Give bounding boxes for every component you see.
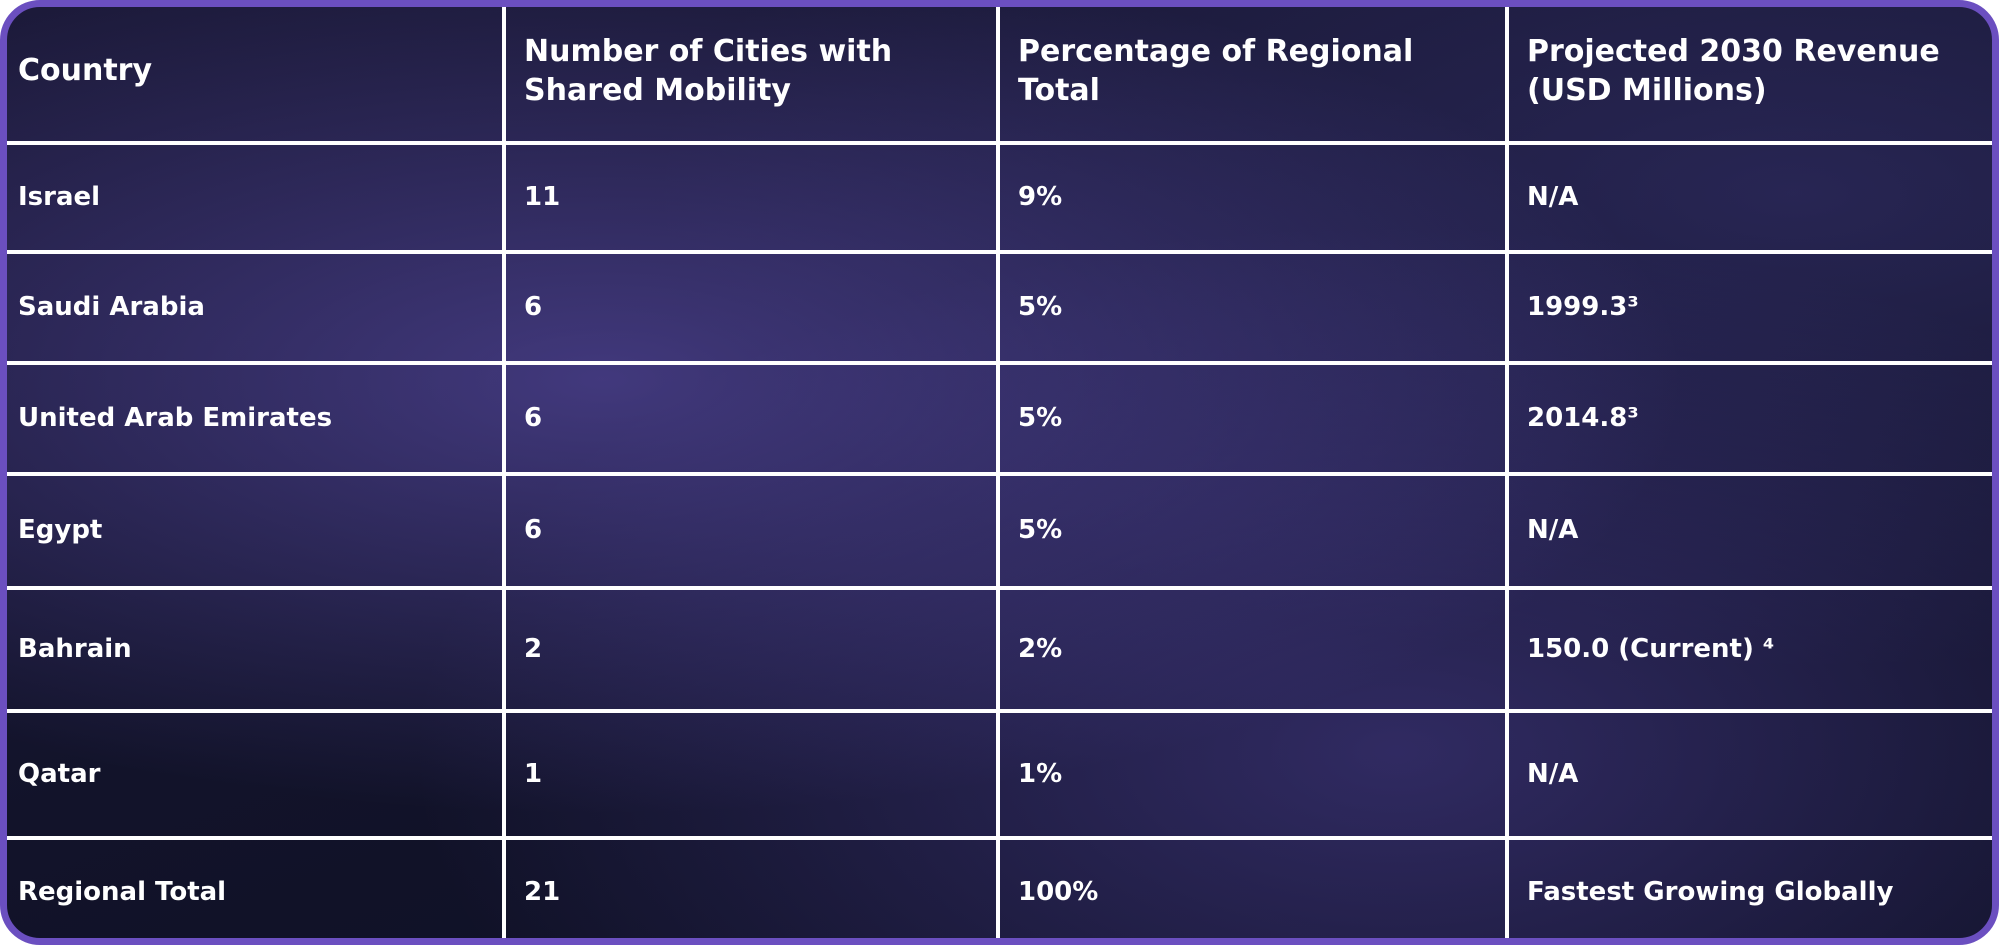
table-row: Israel 11 9% N/A: [7, 141, 1992, 254]
header-cell: Country: [7, 7, 506, 145]
table-cell: 1999.3³: [1505, 250, 1992, 365]
table-cell: 2%: [996, 586, 1509, 713]
table-cell: N/A: [1505, 472, 1992, 590]
table-cell: 100%: [996, 836, 1509, 938]
table-row: Saudi Arabia 6 5% 1999.3³: [7, 250, 1992, 365]
table-row: Egypt 6 5% N/A: [7, 472, 1992, 590]
table-row: United Arab Emirates 6 5% 2014.8³: [7, 361, 1992, 476]
table-cell: N/A: [1505, 709, 1992, 840]
table-row: Bahrain 2 2% 150.0 (Current) ⁴: [7, 586, 1992, 713]
table-cell: 2014.8³: [1505, 361, 1992, 476]
table-cell: 6: [502, 361, 1000, 476]
table-cell: Israel: [7, 141, 506, 254]
header-cell: Number of Cities with Shared Mobility: [502, 7, 1000, 145]
table-cell: 9%: [996, 141, 1509, 254]
table-cell: N/A: [1505, 141, 1992, 254]
header-row: Country Number of Cities with Shared Mobi…: [7, 7, 1992, 145]
table-cell: 150.0 (Current) ⁴: [1505, 586, 1992, 713]
table-cell: 5%: [996, 472, 1509, 590]
table-cell: 5%: [996, 250, 1509, 365]
table-cell: 21: [502, 836, 1000, 938]
table-row: Qatar 1 1% N/A: [7, 709, 1992, 840]
table-row: Regional Total 21 100% Fastest Growing Glob…: [7, 836, 1992, 938]
table-cell: United Arab Emirates: [7, 361, 506, 476]
table-cell: Bahrain: [7, 586, 506, 713]
table-cell: 2: [502, 586, 1000, 713]
table-cell: Egypt: [7, 472, 506, 590]
table-cell: Saudi Arabia: [7, 250, 506, 365]
table-cell: Qatar: [7, 709, 506, 840]
table-cell: Fastest Growing Globally: [1505, 836, 1992, 938]
table-cell: Regional Total: [7, 836, 506, 938]
table-cell: 5%: [996, 361, 1509, 476]
header-cell: Projected 2030 Revenue (USD Millions): [1505, 7, 1992, 145]
table-cell: 6: [502, 250, 1000, 365]
table-cell: 1: [502, 709, 1000, 840]
table-cell: 6: [502, 472, 1000, 590]
table-cell: 1%: [996, 709, 1509, 840]
table-cell: 11: [502, 141, 1000, 254]
header-cell: Percentage of Regional Total: [996, 7, 1509, 145]
